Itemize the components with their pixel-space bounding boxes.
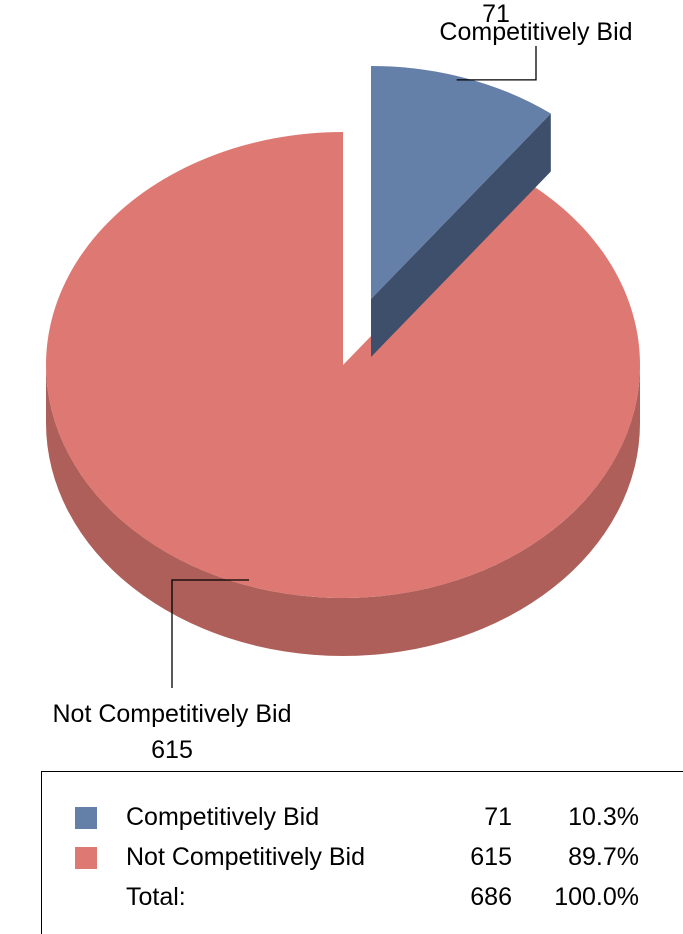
leader-line-competitively-bid — [456, 46, 537, 81]
legend-total-count: 686 — [470, 883, 512, 911]
pie-slice-competitively-bid — [371, 66, 551, 299]
legend-row-total: Total: 686 100.0% — [42, 879, 683, 915]
legend-total-percent: 100.0% — [554, 883, 639, 911]
pie-slice-side-not-competitively-bid — [46, 365, 640, 656]
legend-table: Competitively Bid 71 10.3% Not Competiti… — [41, 771, 683, 934]
data-label-value-competitively-bid: 71 — [482, 0, 510, 28]
leader-line-not-competitively-bid — [171, 579, 249, 688]
pie-slice-not-competitively-bid — [45, 132, 640, 598]
legend-count: 71 — [484, 803, 512, 831]
legend-percent: 10.3% — [568, 803, 639, 831]
legend-percent: 89.7% — [568, 843, 639, 871]
legend-swatch-competitively-bid — [75, 807, 97, 829]
legend-count: 615 — [470, 843, 512, 871]
pie-slice-side-competitively-bid — [371, 113, 551, 357]
legend-total-label: Total: — [126, 883, 186, 911]
legend-label: Competitively Bid — [126, 803, 320, 831]
data-label-competitively-bid: Competitively Bid — [439, 18, 632, 46]
legend-swatch-not-competitively-bid — [75, 847, 97, 869]
data-label-value-not-competitively-bid: 615 — [151, 736, 193, 764]
legend-label: Not Competitively Bid — [126, 843, 365, 871]
legend-row-competitively-bid: Competitively Bid 71 10.3% — [42, 799, 683, 835]
legend-row-not-competitively-bid: Not Competitively Bid 615 89.7% — [42, 839, 683, 875]
data-label-not-competitively-bid: Not Competitively Bid — [53, 700, 292, 728]
